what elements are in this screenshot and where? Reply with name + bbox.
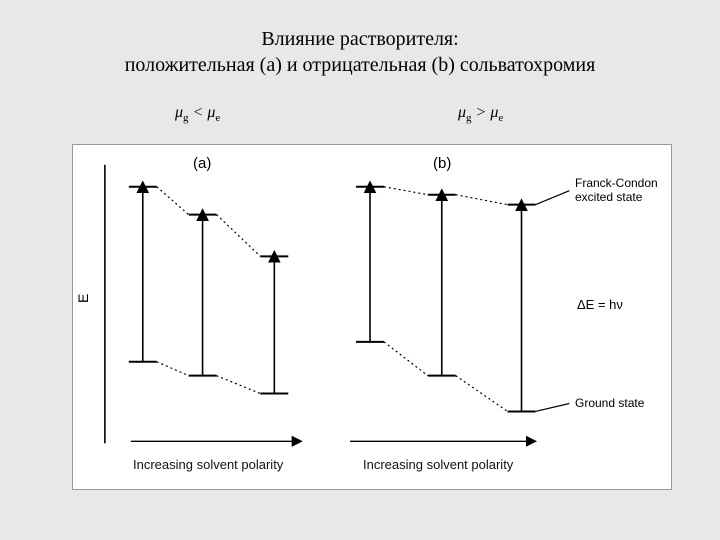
diagram-svg [73,145,671,489]
title-line-2: положительная (a) и отрицательная (b) со… [0,52,720,78]
condition-a: μg < μe [175,104,220,124]
condition-b: μg > μe [458,104,503,124]
figure-container: (a) (b) E Increasing solvent polarity In… [72,144,672,490]
title-line-1: Влияние растворителя: [0,26,720,52]
page-title: Влияние растворителя: положительная (a) … [0,0,720,78]
